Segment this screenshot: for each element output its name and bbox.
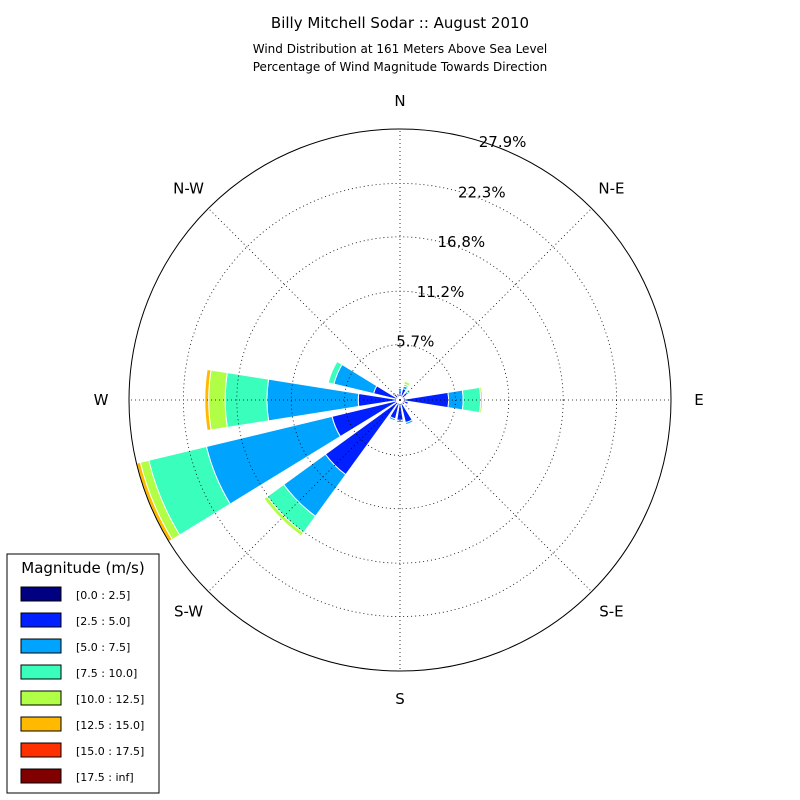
ring-labels: 5.7% 11.2% 16.8% 22.3% 27.9% (396, 133, 526, 350)
legend-swatch-0 (20, 586, 62, 602)
legend-label-3: [7.5 : 10.0] (76, 667, 137, 680)
legend-swatch-7 (20, 768, 62, 784)
direction-label-s-e: S-E (599, 602, 623, 620)
legend-swatch-6 (20, 742, 62, 758)
chart-subtitle-line-1: Wind Distribution at 161 Meters Above Se… (253, 42, 548, 56)
grid-spoke-1 (399, 208, 592, 401)
legend-title: Magnitude (m/s) (21, 559, 144, 577)
wind-bar-90-bin-3 (461, 386, 482, 414)
legend-swatch-4 (20, 690, 62, 706)
wind-bar-292.5-bin-3 (327, 360, 343, 385)
wind-bar-112.5-bin-2 (406, 401, 411, 406)
wind-bar-135-bin-2 (402, 402, 407, 407)
grid-spoke-7 (208, 208, 401, 401)
legend-label-0: [0.0 : 2.5] (76, 589, 130, 602)
ring-label-4: 27.9% (479, 133, 527, 151)
wind-bar-45-bin-3 (405, 389, 411, 395)
wind-bar-0-bin-2 (397, 387, 403, 392)
legend-label-5: [12.5 : 15.0] (76, 719, 144, 732)
wind-bar-180-bin-2 (395, 419, 405, 423)
wind-bar-90-bin-1 (402, 391, 450, 409)
legend-swatch-2 (20, 638, 62, 654)
legend-label-2: [5.0 : 7.5] (76, 641, 130, 654)
wind-bar-157.5-bin-2 (404, 419, 414, 426)
wind-bar-22.5-bin-5 (403, 379, 412, 385)
legend-swatch-5 (20, 716, 62, 732)
ring-label-3: 22.3% (458, 183, 506, 201)
legend-label-1: [2.5 : 5.0] (76, 615, 130, 628)
legend-entries: [0.0 : 2.5] [2.5 : 5.0] [5.0 : 7.5] [7.5 : … (20, 586, 144, 784)
legend-swatch-1 (20, 612, 62, 628)
outer-circle (128, 128, 672, 672)
direction-label-e: E (694, 391, 703, 409)
polar-grid (129, 129, 671, 671)
chart-title: Billy Mitchell Sodar :: August 2010 (271, 14, 529, 32)
wind-bar-67.5-bin-3 (405, 395, 409, 400)
legend-swatch-3 (20, 664, 62, 680)
direction-label-n-w: N-W (173, 180, 204, 198)
ring-label-2: 16.8% (438, 233, 486, 251)
direction-label-n-e: N-E (598, 180, 624, 198)
chart-subtitle-line-2: Percentage of Wind Magnitude Towards Dir… (253, 60, 547, 74)
wind-bars (135, 360, 484, 543)
grid-ring-2 (236, 236, 564, 564)
legend-label-7: [17.5 : inf] (76, 771, 134, 784)
grid-spoke-3 (399, 399, 592, 592)
ring-label-0: 5.7% (396, 332, 434, 350)
direction-label-s-w: S-W (174, 602, 203, 620)
direction-label-s: S (395, 690, 405, 708)
wind-bar-292.5-bin-2 (333, 363, 378, 395)
grid-ring-0 (344, 344, 456, 456)
wind-bar-337.5-bin-2 (395, 391, 400, 395)
legend-label-4: [10.0 : 12.5] (76, 693, 144, 706)
ring-label-1: 11.2% (417, 283, 465, 301)
direction-label-n: N (394, 92, 405, 110)
legend: Magnitude (m/s) [0.0 : 2.5] [2.5 : 5.0] [5… (6, 553, 160, 794)
direction-labels: N N-E E S-E S S-W W N-W (94, 92, 704, 708)
legend-label-6: [15.0 : 17.5] (76, 745, 144, 758)
direction-label-w: W (94, 391, 109, 409)
wind-bar-90-bin-4 (479, 386, 484, 414)
wind-bar-202.5-bin-2 (388, 415, 397, 422)
